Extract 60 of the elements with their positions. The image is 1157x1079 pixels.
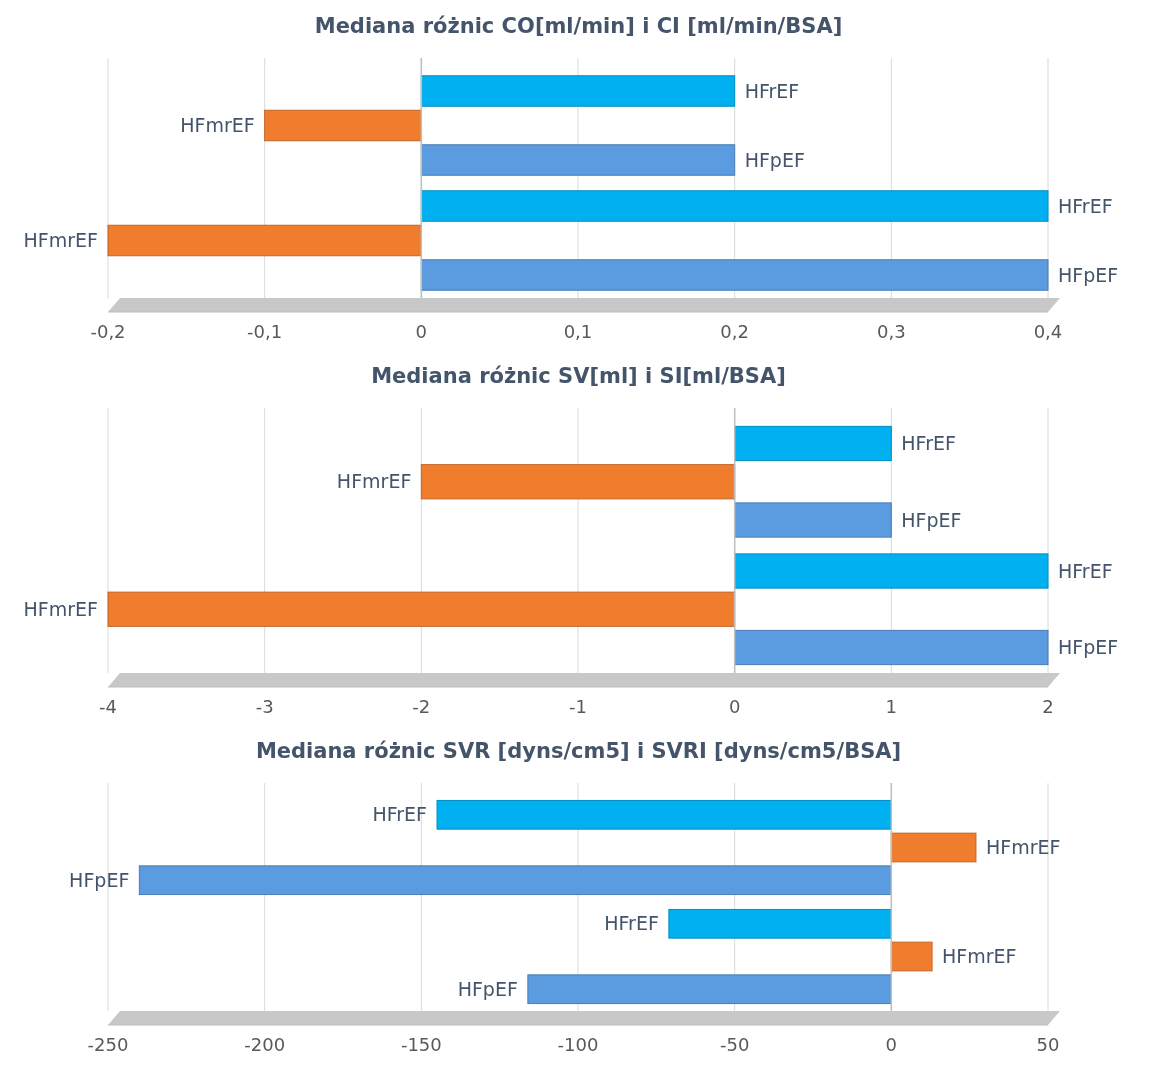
text: HFrEF xyxy=(1058,559,1113,582)
x-tick-label: -3 xyxy=(255,696,274,717)
chart-title: Mediana różnic SVR [dyns/cm5] i SVRI [dyns/cm5/BSA] xyxy=(255,739,902,763)
series-label: HFpEF xyxy=(901,508,962,531)
bar xyxy=(420,190,1049,222)
series-label: HFmrEF xyxy=(336,470,412,493)
bar xyxy=(107,591,736,627)
bar xyxy=(107,224,422,257)
x-tick-label: 0 xyxy=(415,321,428,342)
x-tick-label: 0,4 xyxy=(1033,321,1063,342)
bar xyxy=(734,553,1049,589)
bar xyxy=(264,109,422,142)
text: HFmrEF xyxy=(942,945,1017,968)
series-label: HFpEF xyxy=(69,868,130,891)
bar xyxy=(890,832,977,863)
bar xyxy=(420,259,1049,291)
bar xyxy=(668,908,892,939)
x-tick-label: -4 xyxy=(99,696,117,717)
x-tick-label: 2 xyxy=(1042,696,1054,717)
text: HFpEF xyxy=(1058,263,1119,286)
series-label: HFrEF xyxy=(372,803,427,826)
chart-title: Mediana różnic CO[ml/min] i CI [ml/min/BSA] xyxy=(314,14,843,38)
bar xyxy=(420,144,736,176)
bar xyxy=(420,464,736,500)
x-tick-label: 0 xyxy=(728,696,741,717)
series-label: HFrEF xyxy=(744,79,800,102)
x-tick-label: 0,3 xyxy=(877,321,906,342)
series-label: HFpEF xyxy=(744,148,805,171)
bar xyxy=(734,629,1049,666)
x-tick-label: -2 xyxy=(412,696,431,717)
series-label: HFmrEF xyxy=(23,229,98,252)
series-label: HFrEF xyxy=(901,432,956,455)
text: HFmrEF xyxy=(180,114,255,137)
x-tick-label: 0 xyxy=(885,1034,898,1055)
bar xyxy=(734,425,892,462)
series-label: HFmrEF xyxy=(985,836,1061,859)
x-tick-label: -200 xyxy=(244,1034,286,1055)
x-tick-label: -250 xyxy=(87,1034,129,1055)
text: HFmrEF xyxy=(23,597,98,620)
bar xyxy=(527,974,892,1005)
chart-title: Mediana różnic SV[ml] i SI[ml/BSA] xyxy=(371,364,786,388)
x-tick-label: -150 xyxy=(400,1034,442,1055)
x-tick-label: 1 xyxy=(885,696,898,717)
text: HFpEF xyxy=(457,977,518,1000)
text: HFrEF xyxy=(1058,194,1113,217)
x-tick-label: -1 xyxy=(569,696,587,717)
bar xyxy=(436,799,892,830)
x-tick-label: -100 xyxy=(557,1034,599,1055)
x-tick-label: 50 xyxy=(1036,1034,1060,1055)
text: HFrEF xyxy=(604,912,659,935)
x-tick-label: -50 xyxy=(719,1034,750,1055)
bar xyxy=(420,75,736,107)
bar xyxy=(890,941,933,972)
bar xyxy=(138,865,892,896)
x-tick-label: 0,1 xyxy=(563,321,593,342)
x-tick-label: -0,2 xyxy=(90,321,126,342)
x-tick-label: 0,2 xyxy=(720,321,749,342)
x-tick-label: -0,1 xyxy=(247,321,283,342)
bar xyxy=(734,502,892,538)
text: HFpEF xyxy=(1058,636,1119,659)
